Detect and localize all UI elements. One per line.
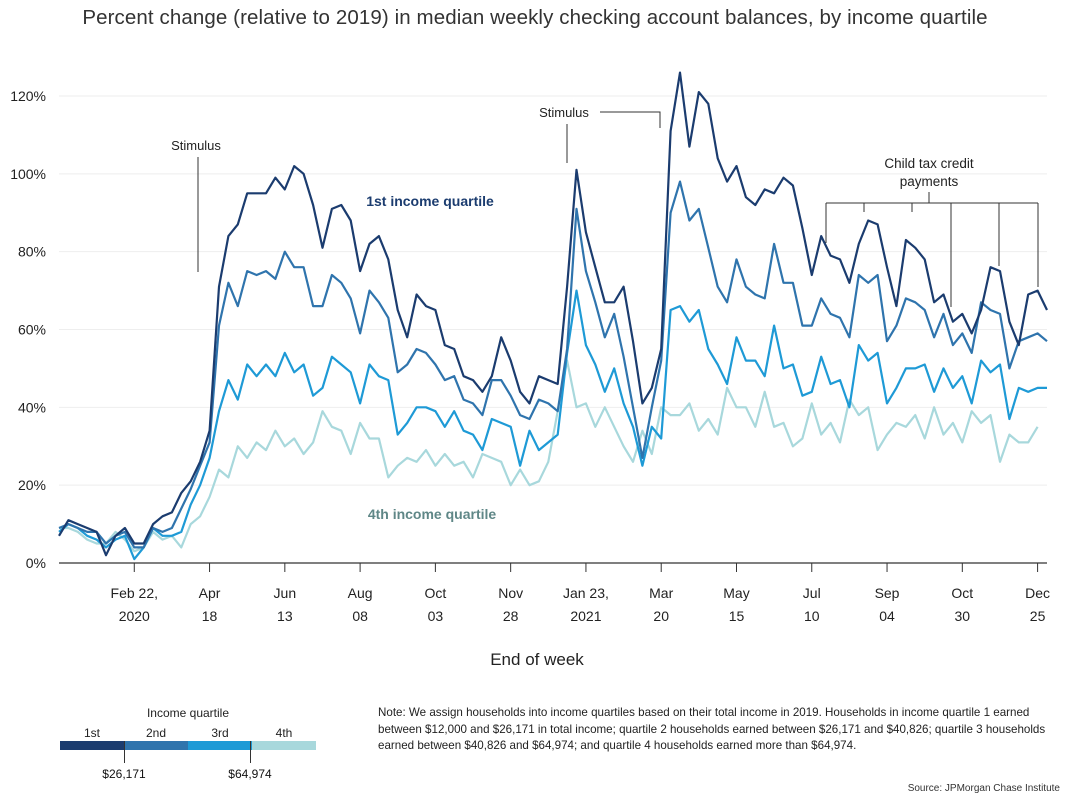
legend-title: Income quartile [146, 706, 230, 720]
x-tick-label: Jan 23, [563, 585, 609, 601]
x-tick-label: 15 [729, 608, 745, 624]
legend-swatch-3rd [188, 741, 252, 750]
legend-swatch-2nd [124, 741, 188, 750]
chart-title: Percent change (relative to 2019) in med… [82, 6, 988, 29]
x-tick-label: 10 [804, 608, 820, 624]
legend-label-3rd: 3rd [211, 726, 229, 740]
annotation-ctc-2: payments [900, 174, 959, 189]
source-credit: Source: JPMorgan Chase Institute [907, 783, 1060, 794]
x-tick-label: 25 [1030, 608, 1046, 624]
y-tick-label: 0% [26, 555, 46, 571]
x-tick-label: Jun [274, 585, 297, 601]
x-tick-label: Dec [1025, 585, 1050, 601]
y-tick-label: 80% [18, 244, 46, 260]
x-tick-label: 18 [202, 608, 218, 624]
series-label-4th: 4th income quartile [368, 506, 497, 522]
series-line-3 [58, 289, 1047, 561]
x-tick-label: Oct [424, 585, 446, 601]
x-tick-label: 28 [503, 608, 519, 624]
legend-threshold-tick [250, 741, 251, 763]
x-tick-label: Apr [199, 585, 221, 601]
y-tick-label: 100% [10, 166, 46, 182]
x-tick-label: 08 [352, 608, 368, 624]
annotation-line [600, 111, 661, 128]
x-tick-label: Mar [649, 585, 673, 601]
x-tick-label: Aug [348, 585, 373, 601]
x-tick-label: 2021 [570, 608, 601, 624]
x-tick-label: 30 [955, 608, 971, 624]
legend-swatch-4th [252, 741, 316, 750]
x-tick-label: 03 [428, 608, 444, 624]
series-line-4 [59, 359, 1039, 553]
y-tick-label: 60% [18, 322, 46, 338]
x-tick-label: Nov [498, 585, 523, 601]
x-tick-label: Sep [875, 585, 900, 601]
x-axis: Feb 22, 2020 Apr 18 Jun 13 Aug 08 Oct 03 Nov 28 Jan … [59, 562, 1050, 669]
annotation-ctc-1: Child tax credit [884, 156, 974, 171]
series-line-1 [58, 71, 1048, 557]
legend-threshold-2: $64,974 [228, 767, 272, 781]
y-tick-label: 120% [10, 88, 46, 104]
legend-threshold-1: $26,171 [102, 767, 146, 781]
x-tick-label: Feb 22, [111, 585, 158, 601]
series-lines [58, 71, 1048, 561]
y-axis: 0% 20% 40% 60% 80% 100% 120% [10, 88, 46, 571]
footnote: Note: We assign households into income q… [378, 706, 1046, 752]
x-tick-label: Jul [803, 585, 821, 601]
legend-threshold-tick [124, 741, 125, 763]
annotation-stimulus-2: Stimulus [539, 105, 589, 120]
series-label-1st: 1st income quartile [366, 193, 494, 209]
annotations: Stimulus Stimulus Child tax credit payments… [171, 105, 1039, 522]
y-tick-label: 40% [18, 399, 46, 415]
legend-label-2nd: 2nd [145, 726, 167, 740]
x-axis-title: End of week [490, 650, 584, 669]
legend-label-4th: 4th [275, 726, 293, 740]
legend-label-1st: 1st [83, 726, 100, 740]
x-tick-label: Oct [951, 585, 973, 601]
x-tick-label: 13 [277, 608, 293, 624]
series-line-2 [58, 180, 1048, 549]
line-chart: 0% 20% 40% 60% 80% 100% 120% Feb 22, 2020 Apr 18 J… [10, 71, 1050, 669]
legend-swatch-1st [60, 741, 124, 750]
x-tick-label: 04 [879, 608, 895, 624]
annotation-stimulus-1: Stimulus [171, 138, 221, 153]
x-tick-label: 2020 [119, 608, 150, 624]
legend: Income quartile 1st 2nd 3rd 4th $26,171 … [60, 700, 316, 790]
x-tick-label: May [723, 585, 749, 601]
y-tick-label: 20% [18, 477, 46, 493]
x-tick-label: 20 [653, 608, 669, 624]
